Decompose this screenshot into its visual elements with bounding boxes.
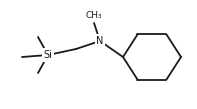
Text: Si: Si xyxy=(44,50,52,60)
Text: CH₃: CH₃ xyxy=(86,11,102,20)
Text: N: N xyxy=(96,36,104,46)
